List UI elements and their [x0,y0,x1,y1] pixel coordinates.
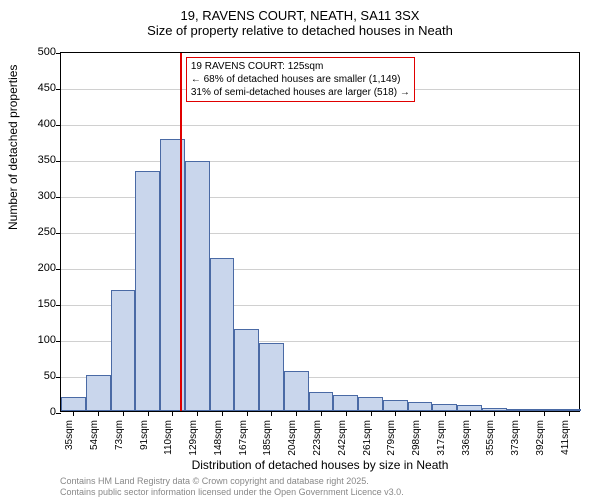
x-tick-label: 223sqm [312,420,323,456]
x-tick-mark [544,411,545,416]
x-tick-label: 261sqm [362,420,373,456]
y-tick-label: 350 [38,154,56,166]
x-tick-label: 129sqm [188,420,199,456]
y-tick-label: 250 [38,226,56,238]
x-tick-label: 336sqm [461,420,472,456]
histogram-bar [432,404,457,411]
y-tick-mark [56,269,61,270]
x-tick-label: 54sqm [89,420,100,450]
chart-title: 19, RAVENS COURT, NEATH, SA11 3SX [0,0,600,23]
attribution-line2: Contains public sector information licen… [60,487,404,498]
y-tick-mark [56,89,61,90]
x-tick-label: 167sqm [238,420,249,456]
y-tick-mark [56,341,61,342]
y-tick-label: 200 [38,262,56,274]
x-tick-mark [445,411,446,416]
y-tick-mark [56,377,61,378]
y-tick-label: 300 [38,190,56,202]
histogram-bar [185,161,210,411]
x-tick-mark [321,411,322,416]
x-tick-label: 148sqm [213,420,224,456]
histogram-bar [309,392,334,411]
y-tick-mark [56,125,61,126]
x-tick-label: 242sqm [337,420,348,456]
x-tick-mark [569,411,570,416]
x-tick-mark [271,411,272,416]
x-tick-mark [98,411,99,416]
x-tick-mark [73,411,74,416]
y-tick-mark [56,233,61,234]
x-tick-label: 411sqm [560,420,571,455]
y-tick-mark [56,53,61,54]
y-tick-mark [56,305,61,306]
y-axis-label: Number of detached properties [6,65,20,230]
histogram-bar [86,375,111,411]
y-tick-label: 400 [38,118,56,130]
x-tick-label: 35sqm [64,420,75,450]
y-tick-label: 150 [38,298,56,310]
x-tick-mark [222,411,223,416]
x-tick-mark [172,411,173,416]
x-tick-label: 279sqm [386,420,397,456]
marker-line [180,53,182,411]
histogram-bar [284,371,309,411]
x-tick-mark [123,411,124,416]
x-tick-mark [296,411,297,416]
y-tick-label: 50 [44,370,56,382]
y-tick-label: 0 [50,406,56,418]
x-tick-mark [470,411,471,416]
x-tick-mark [197,411,198,416]
chart-plot-area: 19 RAVENS COURT: 125sqm← 68% of detached… [60,52,580,412]
histogram-bar [333,395,358,411]
x-tick-label: 355sqm [485,420,496,456]
x-tick-label: 110sqm [163,420,174,455]
y-tick-mark [56,413,61,414]
x-tick-label: 298sqm [411,420,422,456]
x-tick-mark [420,411,421,416]
histogram-bar [111,290,136,411]
grid-line [61,125,579,126]
x-tick-label: 373sqm [510,420,521,456]
chart-subtitle: Size of property relative to detached ho… [0,23,600,42]
x-tick-mark [148,411,149,416]
annotation-line3: 31% of semi-detached houses are larger (… [191,86,410,99]
y-tick-label: 100 [38,334,56,346]
x-tick-mark [395,411,396,416]
annotation-line2: ← 68% of detached houses are smaller (1,… [191,73,410,86]
x-tick-mark [346,411,347,416]
histogram-bar [234,329,259,411]
histogram-bar [383,400,408,411]
x-tick-label: 91sqm [139,420,150,450]
histogram-bar [61,397,86,411]
x-tick-label: 392sqm [535,420,546,456]
histogram-bar [358,397,383,411]
y-tick-label: 500 [38,46,56,58]
y-tick-mark [56,197,61,198]
histogram-bar [408,402,433,411]
x-tick-label: 73sqm [114,420,125,450]
y-tick-mark [56,161,61,162]
chart-container: 19, RAVENS COURT, NEATH, SA11 3SX Size o… [0,0,600,500]
x-tick-mark [371,411,372,416]
x-tick-mark [494,411,495,416]
annotation-box: 19 RAVENS COURT: 125sqm← 68% of detached… [186,57,415,102]
histogram-bar [259,343,284,411]
x-tick-label: 204sqm [287,420,298,456]
x-tick-label: 317sqm [436,420,447,456]
annotation-line1: 19 RAVENS COURT: 125sqm [191,60,410,73]
x-tick-mark [247,411,248,416]
attribution-text: Contains HM Land Registry data © Crown c… [60,476,404,498]
attribution-line1: Contains HM Land Registry data © Crown c… [60,476,404,487]
y-tick-label: 450 [38,82,56,94]
histogram-bar [210,258,235,411]
x-tick-label: 185sqm [262,420,273,456]
x-tick-mark [519,411,520,416]
grid-line [61,161,579,162]
x-axis-label: Distribution of detached houses by size … [60,458,580,472]
histogram-bar [135,171,160,411]
